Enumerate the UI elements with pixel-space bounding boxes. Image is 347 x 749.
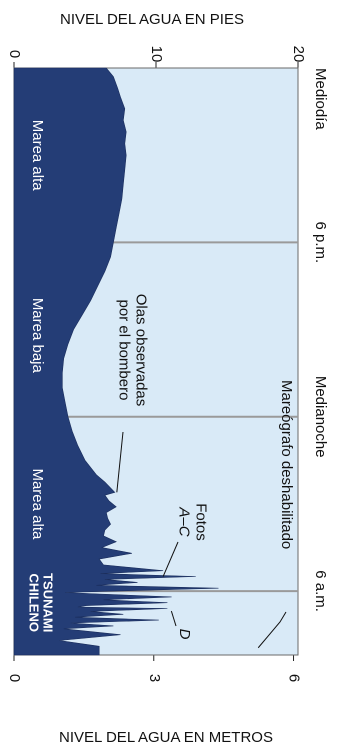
- tide-region-line: CHILENO: [27, 573, 42, 632]
- tide-region-line: Marea alta: [29, 468, 46, 540]
- feet-axis-title: NIVEL DEL AGUA EN PIES: [60, 11, 244, 28]
- water-level-area: [13, 67, 219, 656]
- annotation-bombero-leader: [116, 431, 124, 493]
- annotation-line: Olas observadas: [133, 294, 150, 407]
- time-tick-label: 6 a.m.: [312, 570, 329, 612]
- time-axis-labels: Mediodía 6 p.m. Medianoche 6 a.m.: [312, 68, 329, 612]
- meters-axis-title: NIVEL DEL AGUA EN METROS: [59, 729, 273, 746]
- annotation-line: por el bombero: [115, 300, 132, 401]
- tide-region-labels: Marea alta Marea baja Marea alta TSUNAMICHI…: [27, 120, 56, 633]
- annotation-d-leader: [170, 610, 177, 627]
- tide-region-label: Marea alta: [29, 468, 46, 540]
- annotation-line: A–C: [175, 506, 192, 536]
- tide-region-line: Marea alta: [29, 120, 46, 192]
- time-tick-label: Medianoche: [312, 376, 329, 458]
- tide-region-label: TSUNAMICHILENO: [27, 573, 56, 632]
- feet-tick-label: 20: [290, 46, 307, 63]
- annotation-fotos: FotosA–C: [175, 503, 209, 541]
- tide-region-line: TSUNAMI: [40, 573, 55, 632]
- meters-tick-label: 3: [146, 674, 163, 682]
- annotation-mareografo: Mareógrafo deshabilitado: [278, 380, 295, 549]
- annotation-fotos-leader: [162, 541, 179, 577]
- annotations: Olas observadaspor el bombero FotosA–C D Ma…: [115, 294, 295, 649]
- tide-region-label: Marea alta: [29, 120, 46, 192]
- feet-tick-label: 10: [148, 46, 165, 63]
- annotation-mareografo-leader: [257, 611, 287, 649]
- tide-region-label: Marea baja: [29, 298, 46, 374]
- meters-tick-label: 6: [286, 674, 303, 682]
- meters-axis-ticks: 0 3 6: [6, 655, 303, 682]
- time-tick-label: 6 p.m.: [312, 222, 329, 264]
- meters-tick-label: 0: [6, 674, 23, 682]
- time-tick-label: Mediodía: [312, 68, 329, 130]
- tide-region-line: Marea baja: [29, 298, 46, 374]
- feet-axis-ticks: 0 10 20: [6, 46, 307, 68]
- annotation-d: D: [176, 629, 193, 640]
- annotation-bombero: Olas observadaspor el bombero: [115, 294, 149, 407]
- feet-tick-label: 0: [6, 50, 23, 58]
- annotation-line: Fotos: [193, 503, 210, 541]
